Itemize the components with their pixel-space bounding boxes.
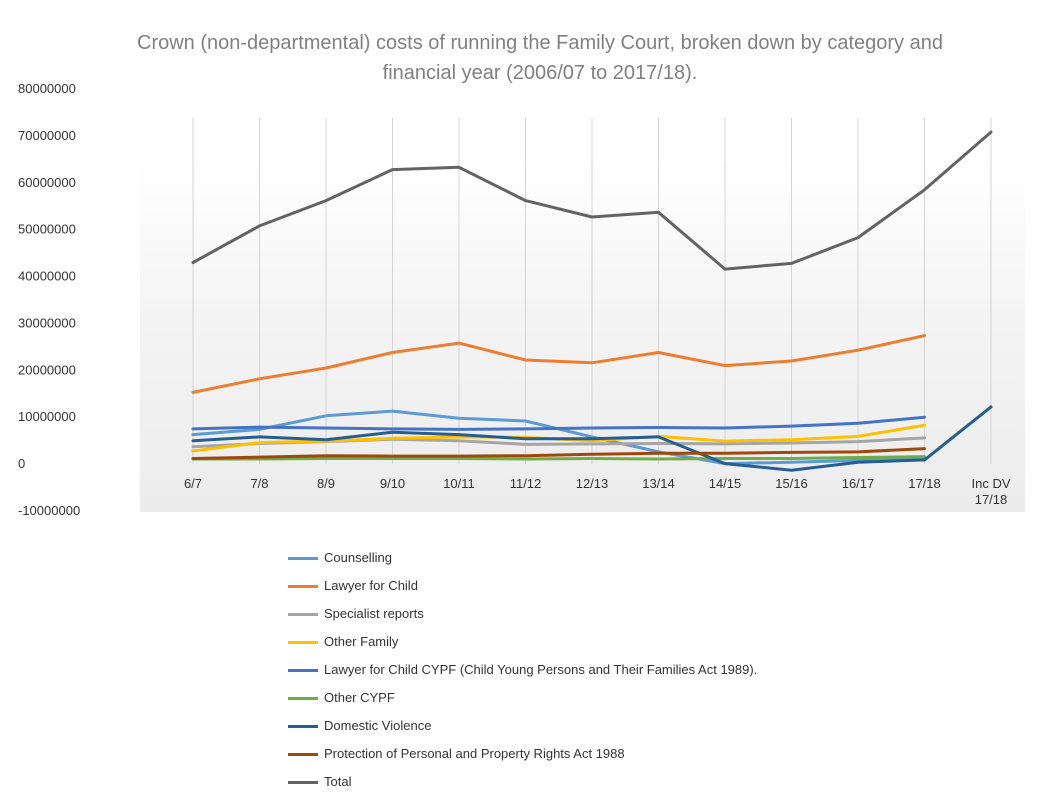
legend-item: Lawyer for Child CYPF (Child Young Perso… bbox=[288, 658, 757, 686]
legend-swatch bbox=[288, 725, 318, 729]
legend-label: Specialist reports bbox=[324, 606, 424, 621]
legend: Counselling Lawyer for Child Specialist re… bbox=[288, 546, 757, 798]
x-tick-label: 17/18 bbox=[908, 476, 941, 491]
y-tick-label: 80000000 bbox=[18, 81, 76, 96]
y-tick-label: 50000000 bbox=[18, 222, 76, 237]
series-line-total bbox=[191, 130, 993, 271]
legend-item: Protection of Personal and Property Righ… bbox=[288, 742, 757, 770]
y-tick-label: 60000000 bbox=[18, 175, 76, 190]
x-tick-label: Inc DV 17/18 bbox=[971, 476, 1010, 507]
y-tick-label: -10000000 bbox=[18, 503, 80, 518]
legend-label: Counselling bbox=[324, 550, 392, 565]
legend-swatch bbox=[288, 585, 318, 589]
series-line-domestic-violence bbox=[191, 405, 993, 472]
legend-swatch bbox=[288, 613, 318, 617]
y-axis: 80000000 70000000 60000000 50000000 40000000… bbox=[18, 81, 80, 518]
legend-item: Counselling bbox=[288, 546, 757, 574]
legend-swatch bbox=[288, 669, 318, 673]
legend-swatch bbox=[288, 557, 318, 561]
x-tick-label: 8/9 bbox=[317, 476, 335, 491]
y-tick-label: 10000000 bbox=[18, 409, 76, 424]
chart-title: Crown (non-departmental) costs of runnin… bbox=[137, 32, 943, 84]
x-tick-label: 7/8 bbox=[250, 476, 268, 491]
legend-item: Lawyer for Child bbox=[288, 574, 757, 602]
legend-item: Other Family bbox=[288, 630, 757, 658]
x-tick-label: 15/16 bbox=[775, 476, 808, 491]
x-tick-label: 16/17 bbox=[842, 476, 875, 491]
legend-item: Total bbox=[288, 770, 757, 798]
series-line-protection-of-personal-and-property-righ bbox=[191, 447, 926, 460]
y-tick-label: 40000000 bbox=[18, 269, 76, 284]
legend-swatch bbox=[288, 781, 318, 785]
x-tick-label: 10/11 bbox=[443, 476, 475, 491]
legend-swatch bbox=[288, 697, 318, 701]
x-tick-label: 12/13 bbox=[576, 476, 609, 491]
y-tick-label: 30000000 bbox=[18, 315, 76, 330]
legend-swatch bbox=[288, 753, 318, 757]
y-tick-label: 70000000 bbox=[18, 128, 76, 143]
series-line-other-cypf bbox=[191, 455, 926, 461]
legend-item: Specialist reports bbox=[288, 602, 757, 630]
y-tick-label: 0 bbox=[18, 456, 25, 471]
gridlines bbox=[192, 117, 992, 465]
legend-label: Other Family bbox=[324, 634, 399, 649]
x-axis: 6/7 7/8 8/9 9/10 10/11 11/12 12/13 13/14 14/15 15… bbox=[184, 476, 1011, 507]
legend-label: Domestic Violence bbox=[324, 718, 432, 733]
legend-label: Lawyer for Child CYPF (Child Young Perso… bbox=[324, 662, 758, 677]
legend-label: Protection of Personal and Property Righ… bbox=[324, 746, 625, 761]
legend-swatch bbox=[288, 641, 318, 645]
legend-item: Domestic Violence bbox=[288, 714, 757, 742]
x-tick-label: 13/14 bbox=[642, 476, 675, 491]
x-tick-label: 9/10 bbox=[380, 476, 405, 491]
legend-label: Lawyer for Child bbox=[324, 578, 418, 593]
series-lines bbox=[191, 130, 993, 472]
legend-item: Other CYPF bbox=[288, 686, 757, 714]
series-line-lawyer-for-child bbox=[191, 334, 926, 394]
legend-label: Other CYPF bbox=[324, 690, 395, 705]
x-tick-label: 14/15 bbox=[709, 476, 742, 491]
y-tick-label: 20000000 bbox=[18, 362, 76, 377]
legend-label: Total bbox=[324, 774, 352, 789]
series-line-lawyer-for-child-cypf-child-young-person bbox=[191, 415, 926, 431]
x-tick-label: 11/12 bbox=[510, 476, 542, 491]
x-tick-label: 6/7 bbox=[184, 476, 202, 491]
